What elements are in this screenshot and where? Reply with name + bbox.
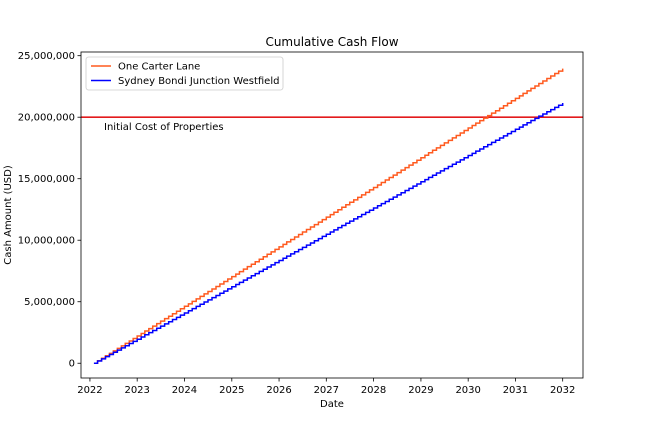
legend-label: Sydney Bondi Junction Westfield (118, 76, 279, 87)
x-tick-label: 2025 (219, 385, 244, 396)
y-axis-title: Cash Amount (USD) (3, 165, 14, 265)
x-tick-label: 2027 (314, 385, 339, 396)
chart-title: Cumulative Cash Flow (265, 35, 398, 49)
y-axis: 0 5,000,000 10,000,000 15,000,000 20,000,000… (18, 51, 81, 370)
x-tick-label: 2032 (550, 385, 575, 396)
x-tick-label: 2031 (503, 385, 528, 396)
plot-content (81, 68, 583, 364)
series-line-0 (93, 68, 564, 364)
y-tick-label: 15,000,000 (18, 174, 75, 185)
plot-frame (80, 51, 584, 379)
x-axis-title: Date (320, 399, 344, 410)
x-axis: 2022 2023 2024 2025 2026 2027 2028 2029 2030 2031… (77, 378, 575, 396)
x-tick-label: 2026 (266, 385, 291, 396)
legend-label: One Carter Lane (118, 62, 200, 73)
x-tick-label: 2022 (77, 385, 102, 396)
x-tick-label: 2024 (172, 385, 197, 396)
y-tick-label: 10,000,000 (18, 236, 75, 247)
y-tick-label: 0 (69, 359, 75, 370)
plot-area: Initial Cost of Properties (81, 68, 583, 364)
x-tick-label: 2028 (361, 385, 386, 396)
y-tick-label: 5,000,000 (24, 297, 75, 308)
legend: One Carter Lane Sydney Bondi Junction Wes… (85, 56, 284, 91)
y-tick-label: 25,000,000 (18, 51, 75, 62)
x-tick-label: 2030 (455, 385, 480, 396)
reference-line-label: Initial Cost of Properties (104, 122, 224, 133)
legend-box (85, 56, 284, 91)
x-tick-label: 2029 (408, 385, 433, 396)
x-tick-label: 2023 (124, 385, 149, 396)
y-tick-label: 20,000,000 (18, 113, 75, 124)
series-line-1 (93, 103, 564, 364)
